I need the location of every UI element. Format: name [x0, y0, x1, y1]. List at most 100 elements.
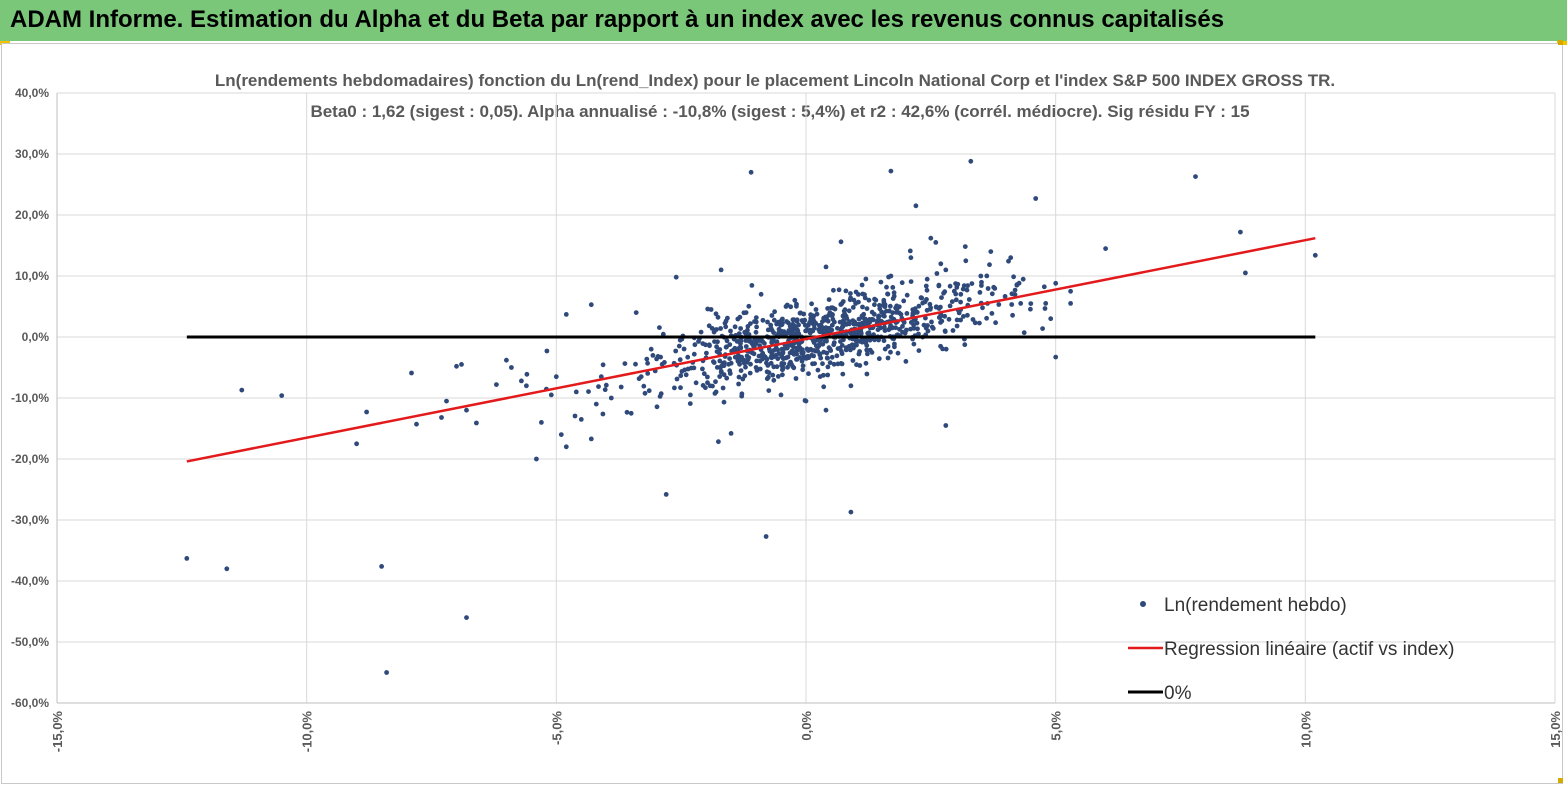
- data-point: [713, 379, 718, 385]
- data-point: [736, 381, 741, 387]
- data-point: [717, 358, 723, 364]
- data-point: [812, 361, 817, 366]
- data-point: [725, 315, 730, 321]
- data-point: [823, 407, 829, 413]
- data-point: [984, 273, 990, 279]
- resize-handle-bottom-right[interactable]: [1558, 778, 1563, 783]
- data-point: [633, 310, 639, 315]
- data-point: [1033, 196, 1039, 201]
- legend-label-regression: Regression linéaire (actif vs index): [1164, 639, 1454, 660]
- x-tick-label: 15,0%: [1548, 711, 1563, 748]
- data-point: [894, 310, 899, 315]
- data-point: [1103, 246, 1108, 252]
- data-point: [817, 329, 823, 335]
- data-point: [958, 291, 964, 297]
- data-point: [796, 331, 802, 337]
- data-point: [766, 370, 772, 376]
- data-point: [718, 326, 723, 331]
- x-tick-label: 10,0%: [1298, 711, 1313, 748]
- data-point: [925, 323, 930, 328]
- data-point: [728, 431, 734, 436]
- data-point: [698, 329, 704, 335]
- data-point: [923, 315, 928, 321]
- data-point: [765, 327, 771, 333]
- data-point: [877, 303, 882, 308]
- data-point: [978, 273, 984, 279]
- y-tick-label: 30,0%: [15, 147, 49, 161]
- data-point: [749, 283, 755, 288]
- data-point: [987, 262, 992, 268]
- data-point: [1042, 306, 1048, 311]
- data-point: [832, 319, 837, 325]
- data-point: [859, 282, 865, 288]
- data-point: [1068, 288, 1073, 294]
- data-point: [850, 358, 856, 363]
- data-point: [919, 295, 924, 301]
- data-point: [693, 380, 699, 386]
- data-point: [816, 343, 822, 349]
- data-point: [764, 360, 769, 366]
- data-point: [824, 355, 830, 361]
- data-point: [775, 374, 781, 379]
- data-point: [885, 355, 891, 361]
- data-point: [1006, 258, 1011, 264]
- data-point: [853, 289, 859, 295]
- data-point: [899, 280, 905, 286]
- data-point: [628, 410, 634, 416]
- data-point: [1010, 312, 1015, 318]
- data-point: [646, 388, 652, 394]
- data-point: [776, 330, 781, 336]
- data-point: [1043, 301, 1049, 306]
- data-point: [848, 383, 854, 389]
- data-point: [826, 297, 832, 302]
- data-point: [771, 348, 777, 353]
- data-point: [787, 361, 792, 367]
- data-point: [409, 370, 414, 376]
- data-point: [985, 286, 991, 291]
- data-point: [828, 348, 834, 353]
- data-point: [823, 264, 829, 270]
- data-point: [1018, 301, 1024, 306]
- data-point: [1009, 302, 1015, 307]
- data-point: [673, 348, 679, 354]
- data-point: [891, 290, 897, 296]
- data-point: [572, 413, 578, 419]
- data-point: [1040, 326, 1045, 331]
- data-point: [820, 319, 825, 324]
- data-point: [710, 383, 715, 389]
- data-point: [881, 338, 887, 344]
- data-point: [683, 372, 689, 378]
- data-point: [991, 284, 997, 290]
- data-point: [989, 311, 995, 316]
- data-point: [1243, 270, 1248, 276]
- data-point: [788, 330, 794, 336]
- data-point: [673, 274, 679, 280]
- data-point: [739, 391, 745, 397]
- data-point: [962, 244, 968, 250]
- data-point: [790, 321, 796, 327]
- legend-marker-points: [1140, 601, 1146, 607]
- resize-handle-top-right[interactable]: [1558, 40, 1563, 45]
- data-point: [988, 249, 994, 255]
- data-point: [949, 299, 955, 304]
- data-point: [904, 311, 910, 316]
- x-tick-label: 0,0%: [799, 711, 814, 741]
- data-point: [821, 384, 827, 390]
- data-point: [831, 287, 836, 293]
- data-point: [873, 297, 879, 303]
- data-point: [969, 281, 975, 286]
- x-tick-label: -10,0%: [300, 711, 315, 753]
- data-point: [872, 302, 877, 308]
- data-point: [224, 566, 230, 572]
- data-point: [700, 366, 705, 372]
- data-point: [866, 297, 872, 303]
- data-point: [922, 299, 928, 305]
- data-point: [672, 385, 677, 391]
- data-point: [970, 317, 976, 322]
- data-point: [806, 371, 811, 377]
- data-point: [844, 316, 850, 321]
- data-point: [783, 304, 789, 309]
- data-point: [778, 392, 784, 398]
- data-point: [924, 276, 930, 282]
- data-point: [573, 389, 579, 395]
